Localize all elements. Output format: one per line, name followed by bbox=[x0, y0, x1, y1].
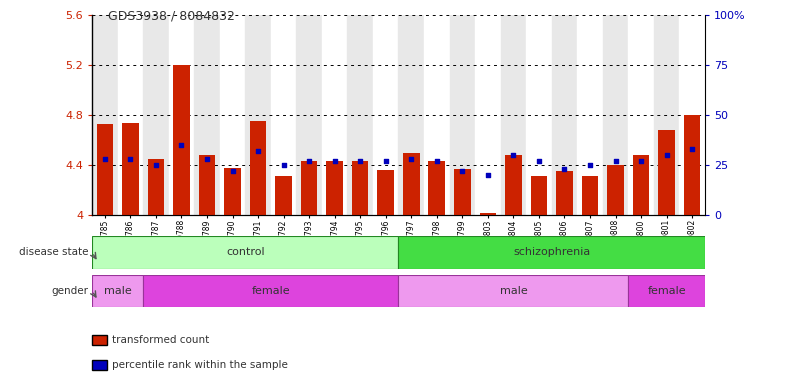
Bar bbox=[377, 170, 394, 215]
Bar bbox=[276, 176, 292, 215]
Point bbox=[252, 148, 264, 154]
Bar bbox=[399, 236, 705, 269]
Bar bbox=[173, 65, 190, 215]
Bar bbox=[633, 155, 650, 215]
Bar bbox=[147, 159, 164, 215]
Bar bbox=[271, 15, 296, 215]
Point bbox=[99, 156, 111, 162]
Point bbox=[584, 162, 597, 168]
Bar bbox=[348, 15, 373, 215]
Point bbox=[200, 156, 213, 162]
Point bbox=[558, 166, 571, 172]
Bar bbox=[530, 176, 547, 215]
Point bbox=[533, 158, 545, 164]
Text: gender: gender bbox=[51, 286, 88, 296]
Bar bbox=[449, 15, 475, 215]
Bar bbox=[245, 15, 271, 215]
Bar bbox=[296, 15, 322, 215]
Point bbox=[124, 156, 137, 162]
Bar bbox=[658, 130, 675, 215]
Point bbox=[481, 172, 494, 178]
Point bbox=[175, 142, 188, 148]
Bar bbox=[475, 15, 501, 215]
Bar bbox=[628, 15, 654, 215]
Point bbox=[660, 152, 673, 158]
Bar bbox=[454, 169, 471, 215]
Bar bbox=[654, 15, 679, 215]
Point bbox=[226, 168, 239, 174]
Bar bbox=[373, 15, 399, 215]
Point bbox=[354, 158, 367, 164]
Text: percentile rank within the sample: percentile rank within the sample bbox=[112, 360, 288, 370]
Bar bbox=[403, 152, 420, 215]
Bar bbox=[552, 15, 578, 215]
Bar bbox=[118, 15, 143, 215]
Text: male: male bbox=[500, 286, 527, 296]
Point bbox=[686, 146, 698, 152]
Text: disease state: disease state bbox=[18, 247, 88, 258]
Point bbox=[609, 158, 622, 164]
Bar bbox=[301, 161, 317, 215]
Text: control: control bbox=[226, 247, 264, 258]
Bar bbox=[505, 155, 521, 215]
Bar bbox=[97, 124, 113, 215]
Point bbox=[456, 168, 469, 174]
Point bbox=[430, 158, 443, 164]
Text: GDS3938 / 8084832: GDS3938 / 8084832 bbox=[108, 10, 235, 23]
Bar bbox=[501, 15, 526, 215]
Bar bbox=[143, 275, 399, 307]
Bar bbox=[679, 15, 705, 215]
Bar bbox=[684, 115, 700, 215]
Bar bbox=[219, 15, 245, 215]
Bar bbox=[169, 15, 195, 215]
Bar bbox=[399, 15, 424, 215]
Bar bbox=[603, 15, 628, 215]
Point bbox=[507, 152, 520, 158]
Point bbox=[277, 162, 290, 168]
Point bbox=[405, 156, 417, 162]
Bar bbox=[628, 275, 705, 307]
Bar bbox=[607, 165, 624, 215]
Bar bbox=[578, 15, 602, 215]
Bar bbox=[199, 155, 215, 215]
Text: male: male bbox=[104, 286, 131, 296]
Bar bbox=[224, 167, 241, 215]
Bar bbox=[352, 161, 368, 215]
Point bbox=[634, 158, 647, 164]
Bar bbox=[92, 236, 399, 269]
Bar bbox=[582, 176, 598, 215]
Bar bbox=[399, 275, 628, 307]
Bar bbox=[122, 122, 139, 215]
Bar bbox=[143, 15, 169, 215]
Bar bbox=[480, 213, 496, 215]
Text: schizophrenia: schizophrenia bbox=[513, 247, 590, 258]
Bar bbox=[92, 15, 118, 215]
Text: female: female bbox=[647, 286, 686, 296]
Bar bbox=[429, 161, 445, 215]
Bar bbox=[92, 275, 143, 307]
Point bbox=[328, 158, 341, 164]
Point bbox=[150, 162, 163, 168]
Bar bbox=[322, 15, 348, 215]
Bar bbox=[250, 121, 267, 215]
Bar bbox=[326, 161, 343, 215]
Bar bbox=[195, 15, 219, 215]
Bar bbox=[556, 171, 573, 215]
Point bbox=[380, 158, 392, 164]
Point bbox=[303, 158, 316, 164]
Text: female: female bbox=[252, 286, 290, 296]
Text: transformed count: transformed count bbox=[112, 335, 209, 345]
Bar bbox=[424, 15, 449, 215]
Bar bbox=[526, 15, 552, 215]
